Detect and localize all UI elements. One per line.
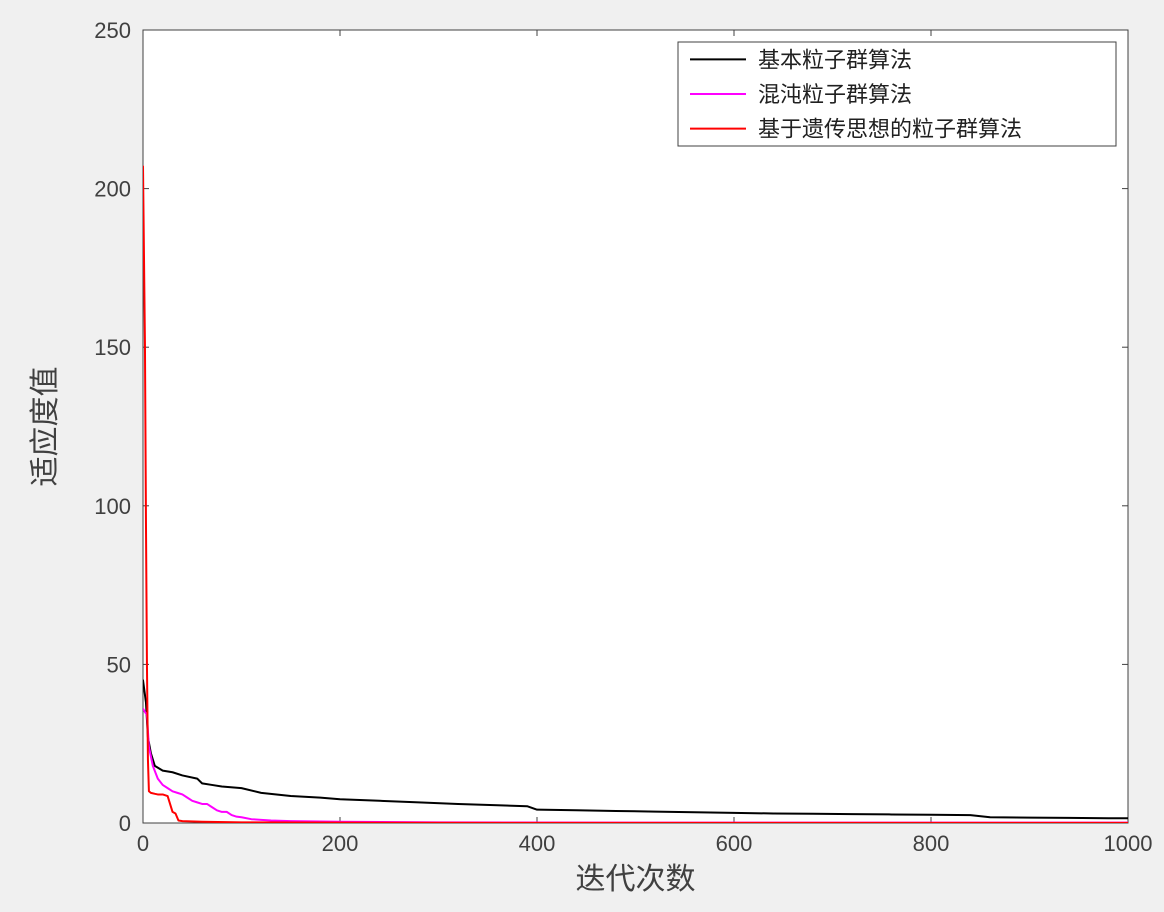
y-tick-label: 0: [119, 811, 131, 836]
y-tick-label: 150: [94, 335, 131, 360]
legend: 基本粒子群算法混沌粒子群算法基于遗传思想的粒子群算法: [678, 42, 1116, 146]
chart-container: 0 200 400 600 800 1000 0 50 100 150 200 250 迭代次数 适应度值…: [0, 0, 1164, 912]
x-tick-label: 200: [322, 831, 359, 856]
y-tick-label: 50: [107, 652, 131, 677]
x-tick-label: 400: [519, 831, 556, 856]
x-tick-label: 1000: [1104, 831, 1153, 856]
x-tick-label: 600: [716, 831, 753, 856]
line-chart: 0 200 400 600 800 1000 0 50 100 150 200 250 迭代次数 适应度值…: [0, 0, 1164, 912]
legend-label: 混沌粒子群算法: [758, 82, 912, 107]
y-tick-label: 100: [94, 494, 131, 519]
legend-label: 基于遗传思想的粒子群算法: [758, 117, 1022, 142]
x-tick-label: 0: [137, 831, 149, 856]
y-tick-label: 250: [94, 18, 131, 43]
x-axis-label: 迭代次数: [576, 863, 696, 896]
y-axis-label: 适应度值: [29, 367, 62, 487]
x-tick-label: 800: [913, 831, 950, 856]
legend-label: 基本粒子群算法: [758, 47, 912, 72]
y-tick-label: 200: [94, 177, 131, 202]
plot-area: [143, 30, 1128, 823]
